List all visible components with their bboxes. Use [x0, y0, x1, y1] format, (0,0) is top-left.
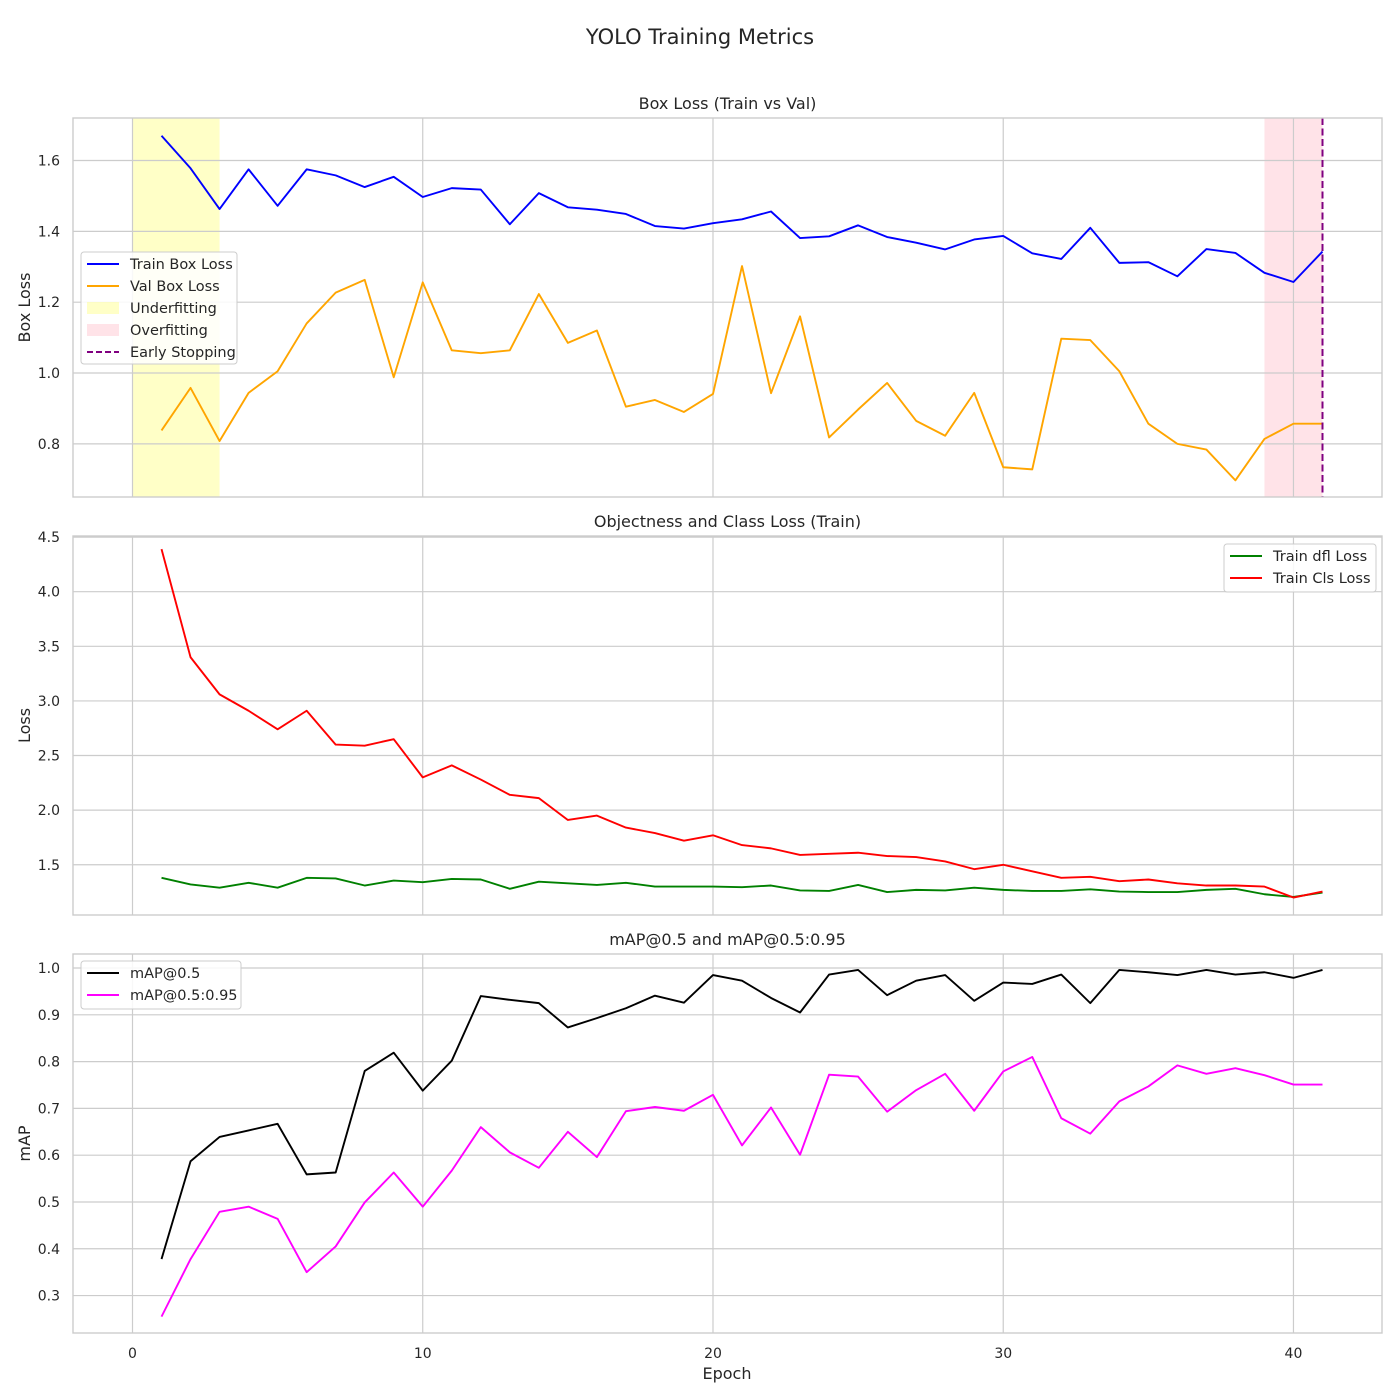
legend: Train Box Loss Val Box Loss Underfitting Ov…: [80, 251, 238, 365]
legend-label: Overfitting: [130, 323, 208, 339]
x-tick-label: 0: [128, 1346, 137, 1362]
x-tick-label: 10: [414, 1346, 432, 1362]
legend-entry-val-box-loss: Val Box Loss: [87, 279, 220, 295]
series-line-val-box-loss: [160, 265, 1323, 482]
plot-area: [160, 135, 1324, 482]
legend-label: Train Cls Loss: [1272, 571, 1371, 587]
legend-entry-overfitting: Overfitting: [87, 323, 208, 339]
y-tick-label: 3.0: [38, 694, 60, 710]
plot-frame: [72, 953, 1383, 1334]
panel-title: Box Loss (Train vs Val): [639, 94, 817, 113]
y-tick-label: 4.5: [38, 530, 60, 546]
chart-panel-2: 1.5 2.0 2.5 3.0 3.5 4.0 4.5 Objectness and Clas…: [15, 512, 1383, 916]
chart-panel-3: 0.3 0.4 0.5 0.6 0.7 0.8 0.9 1.0 0 10 20 30 40 mAP@0.5…: [15, 930, 1383, 1362]
x-tick-label: 40: [1285, 1346, 1303, 1362]
panel-title: Objectness and Class Loss (Train): [594, 512, 861, 531]
y-tick-label: 0.4: [38, 1242, 60, 1258]
y-tick-label: 0.5: [38, 1195, 60, 1211]
plot-area: [160, 968, 1323, 1318]
y-axis-label: Loss: [15, 708, 34, 743]
legend-entry-train-box-loss: Train Box Loss: [87, 257, 233, 273]
figure-xlabel: Epoch: [703, 1364, 752, 1383]
legend-label: Underfitting: [130, 301, 217, 317]
legend-entry-train-cls-loss: Train Cls Loss: [1230, 571, 1371, 587]
plot-frame: [72, 117, 1383, 498]
x-tick-label: 30: [994, 1346, 1012, 1362]
y-tick-label: 0.9: [38, 1008, 60, 1024]
legend-entry-early-stopping: Early Stopping: [87, 345, 236, 361]
panel-title: mAP@0.5 and mAP@0.5:0.95: [609, 930, 846, 949]
legend-label: Early Stopping: [130, 345, 236, 361]
legend-entry-train-dfl-loss: Train dfl Loss: [1230, 549, 1367, 565]
y-tick-label: 0.8: [38, 1055, 60, 1071]
y-tick-label: 1.2: [38, 295, 60, 311]
plot-area: [160, 548, 1323, 899]
series-line-map-0-5: [160, 968, 1323, 1260]
figure-suptitle: YOLO Training Metrics: [585, 25, 814, 49]
legend-label: mAP@0.5:0.95: [130, 988, 238, 1004]
y-tick-label: 3.5: [38, 639, 60, 655]
y-tick-label: 1.6: [38, 154, 60, 170]
legend-label: mAP@0.5: [130, 966, 200, 982]
legend-label: Val Box Loss: [130, 279, 220, 295]
legend-label: Train Box Loss: [129, 257, 233, 273]
y-tick-label: 0.7: [38, 1101, 60, 1117]
legend-swatch-patch: [87, 324, 119, 336]
y-tick-label: 1.0: [38, 366, 60, 382]
legend-entry-underfitting: Underfitting: [87, 301, 217, 317]
legend-entry-map-0-5: mAP@0.5: [87, 966, 200, 982]
legend-entry-map-0-5-0-95: mAP@0.5:0.95: [87, 988, 238, 1004]
y-tick-label: 0.3: [38, 1289, 60, 1305]
y-tick-label: 0.6: [38, 1148, 60, 1164]
series-line-train-box-loss: [160, 135, 1324, 283]
series-line-train-dfl-loss: [161, 876, 1323, 898]
chart-panels: 0.8 1.0 1.2 1.4 1.6 Box Loss (Train vs Val) Bo…: [15, 94, 1383, 1362]
series-line-map-0-5-0-95: [160, 1055, 1323, 1318]
legend-swatch-patch: [87, 302, 119, 314]
y-tick-label: 1.0: [38, 961, 60, 977]
y-tick-label: 1.5: [38, 858, 60, 874]
chart-panel-1: 0.8 1.0 1.2 1.4 1.6 Box Loss (Train vs Val) Bo…: [15, 94, 1383, 498]
x-tick-label: 20: [704, 1346, 722, 1362]
y-tick-label: 2.5: [38, 749, 60, 765]
legend: mAP@0.5 mAP@0.5:0.95: [80, 960, 242, 1010]
legend-box: [80, 960, 242, 1010]
legend: Train dfl Loss Train Cls Loss: [1223, 543, 1377, 593]
y-tick-label: 1.4: [38, 224, 60, 240]
y-tick-label: 0.8: [38, 437, 60, 453]
y-axis-label: mAP: [15, 1125, 34, 1162]
series-line-train-cls-loss: [160, 548, 1323, 899]
plot-frame: [72, 535, 1383, 916]
y-tick-label: 2.0: [38, 803, 60, 819]
legend-box: [80, 251, 238, 365]
legend-label: Train dfl Loss: [1272, 549, 1367, 565]
y-axis-label: Box Loss: [15, 273, 34, 343]
y-tick-label: 4.0: [38, 585, 60, 601]
